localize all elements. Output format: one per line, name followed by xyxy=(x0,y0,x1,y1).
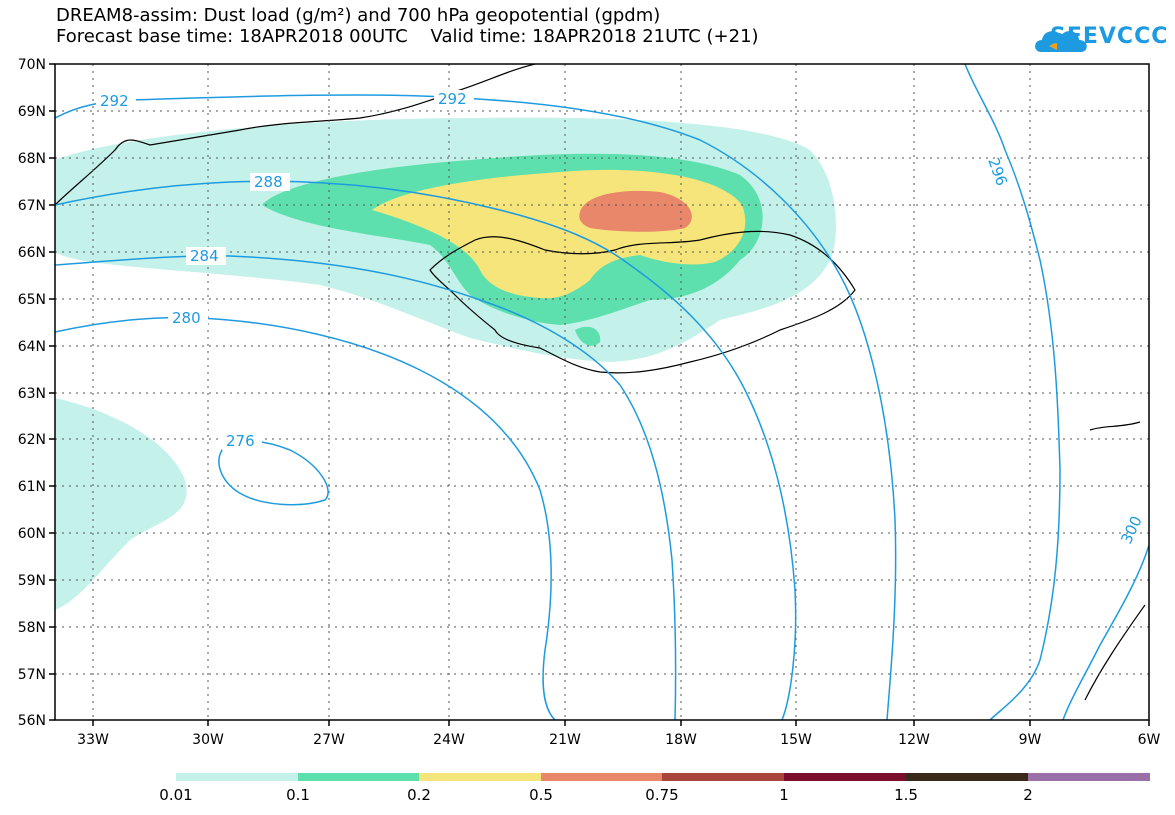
colorbar-label: 0.2 xyxy=(407,786,431,804)
lat-label: 68N xyxy=(18,151,46,167)
contour-296 xyxy=(964,64,1061,720)
forecast-time-subtitle: Forecast base time: 18APR2018 00UTC Vali… xyxy=(56,26,759,47)
iceland-coast xyxy=(429,230,856,374)
contour-label-292-west: 292 xyxy=(100,92,129,110)
colorbar-label: 0.1 xyxy=(286,786,310,804)
lat-label: 67N xyxy=(18,198,46,214)
logo-text: SEEVCCC xyxy=(1050,24,1169,49)
lon-label: 18W xyxy=(665,732,697,748)
colorbar-label: 1 xyxy=(779,786,789,804)
contour-label-288: 288 xyxy=(254,173,283,191)
colorbar-segment xyxy=(906,773,1028,781)
lat-label: 56N xyxy=(18,713,46,729)
lat-label: 59N xyxy=(18,573,46,589)
lat-label: 58N xyxy=(18,620,46,636)
graticule xyxy=(55,64,1149,720)
lat-label: 70N xyxy=(18,57,46,73)
lon-label: 6W xyxy=(1138,732,1161,748)
colorbar-label: 0.01 xyxy=(159,786,193,804)
scotland-coast xyxy=(1084,604,1146,701)
lat-label: 61N xyxy=(18,479,46,495)
contour-label-284: 284 xyxy=(190,247,219,265)
colorbar-segment xyxy=(176,773,298,781)
lon-label: 30W xyxy=(192,732,224,748)
contour-292 xyxy=(55,94,897,720)
axis-ticks xyxy=(49,63,1150,726)
colorbar-segment xyxy=(541,773,662,781)
colorbar-label: 0.5 xyxy=(529,786,553,804)
colorbar xyxy=(176,773,1150,781)
lon-label: 9W xyxy=(1019,732,1042,748)
dust-region-001-west xyxy=(55,398,187,610)
lon-label: 12W xyxy=(898,732,930,748)
cloud-icon xyxy=(1035,31,1087,52)
lon-label: 27W xyxy=(313,732,345,748)
lon-label: 21W xyxy=(549,732,581,748)
lon-label: 15W xyxy=(780,732,812,748)
longitude-labels: 33W 30W 27W 24W 21W 18W 15W 12W 9W 6W xyxy=(77,732,1160,748)
contour-label-276: 276 xyxy=(226,432,255,450)
lon-label: 33W xyxy=(77,732,109,748)
contour-label-300: 300 xyxy=(1117,513,1145,547)
latitude-labels: 70N 69N 68N 67N 66N 65N 64N 63N 62N 61N … xyxy=(18,57,46,729)
lat-label: 69N xyxy=(18,104,46,120)
dust-region-05 xyxy=(579,190,692,232)
lat-label: 64N xyxy=(18,339,46,355)
plot-frame xyxy=(54,63,1150,721)
dust-region-01-b xyxy=(575,326,601,346)
contour-label-292-east: 292 xyxy=(438,90,467,108)
contour-label-296: 296 xyxy=(984,155,1011,188)
colorbar-label: 1.5 xyxy=(894,786,918,804)
contour-276 xyxy=(218,440,329,506)
contour-label-280: 280 xyxy=(172,309,201,327)
colorbar-segment xyxy=(662,773,784,781)
colorbar-segment xyxy=(1028,773,1150,781)
colorbar-label: 0.75 xyxy=(645,786,679,804)
lat-label: 65N xyxy=(18,292,46,308)
colorbar-segment xyxy=(419,773,541,781)
contour-288 xyxy=(55,180,797,720)
dust-shading xyxy=(55,117,836,610)
lat-label: 62N xyxy=(18,432,46,448)
faroe-coast xyxy=(1089,421,1141,431)
colorbar-label: 2 xyxy=(1023,786,1033,804)
lat-label: 63N xyxy=(18,386,46,402)
contour-300 xyxy=(1062,544,1149,720)
colorbar-segment xyxy=(784,773,906,781)
lat-label: 60N xyxy=(18,526,46,542)
lon-label: 24W xyxy=(433,732,465,748)
map-title: DREAM8-assim: Dust load (g/m²) and 700 h… xyxy=(56,5,661,26)
lat-label: 66N xyxy=(18,245,46,261)
colorbar-segment xyxy=(298,773,419,781)
lat-label: 57N xyxy=(18,667,46,683)
